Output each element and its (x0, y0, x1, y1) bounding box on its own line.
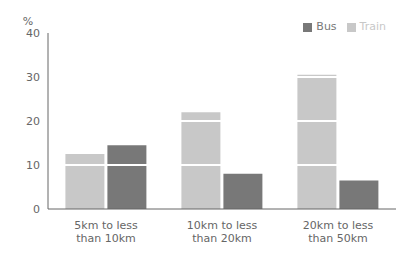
svg-text:20: 20 (26, 115, 40, 128)
svg-text:30: 30 (26, 71, 40, 84)
svg-text:%: % (23, 15, 33, 28)
svg-text:10: 10 (26, 159, 40, 172)
html-text:Bus: Bus (316, 20, 337, 33)
svg-text:10km to lessthan 20km: 10km to lessthan 20km (187, 219, 258, 245)
svg-text:0: 0 (33, 203, 40, 216)
svg-text:5km to lessthan 10km: 5km to lessthan 10km (74, 219, 138, 245)
svg-text:40: 40 (26, 27, 40, 40)
html-text:Train: Train (359, 20, 386, 33)
svg-text:20km to lessthan 50km: 20km to lessthan 50km (303, 219, 374, 245)
